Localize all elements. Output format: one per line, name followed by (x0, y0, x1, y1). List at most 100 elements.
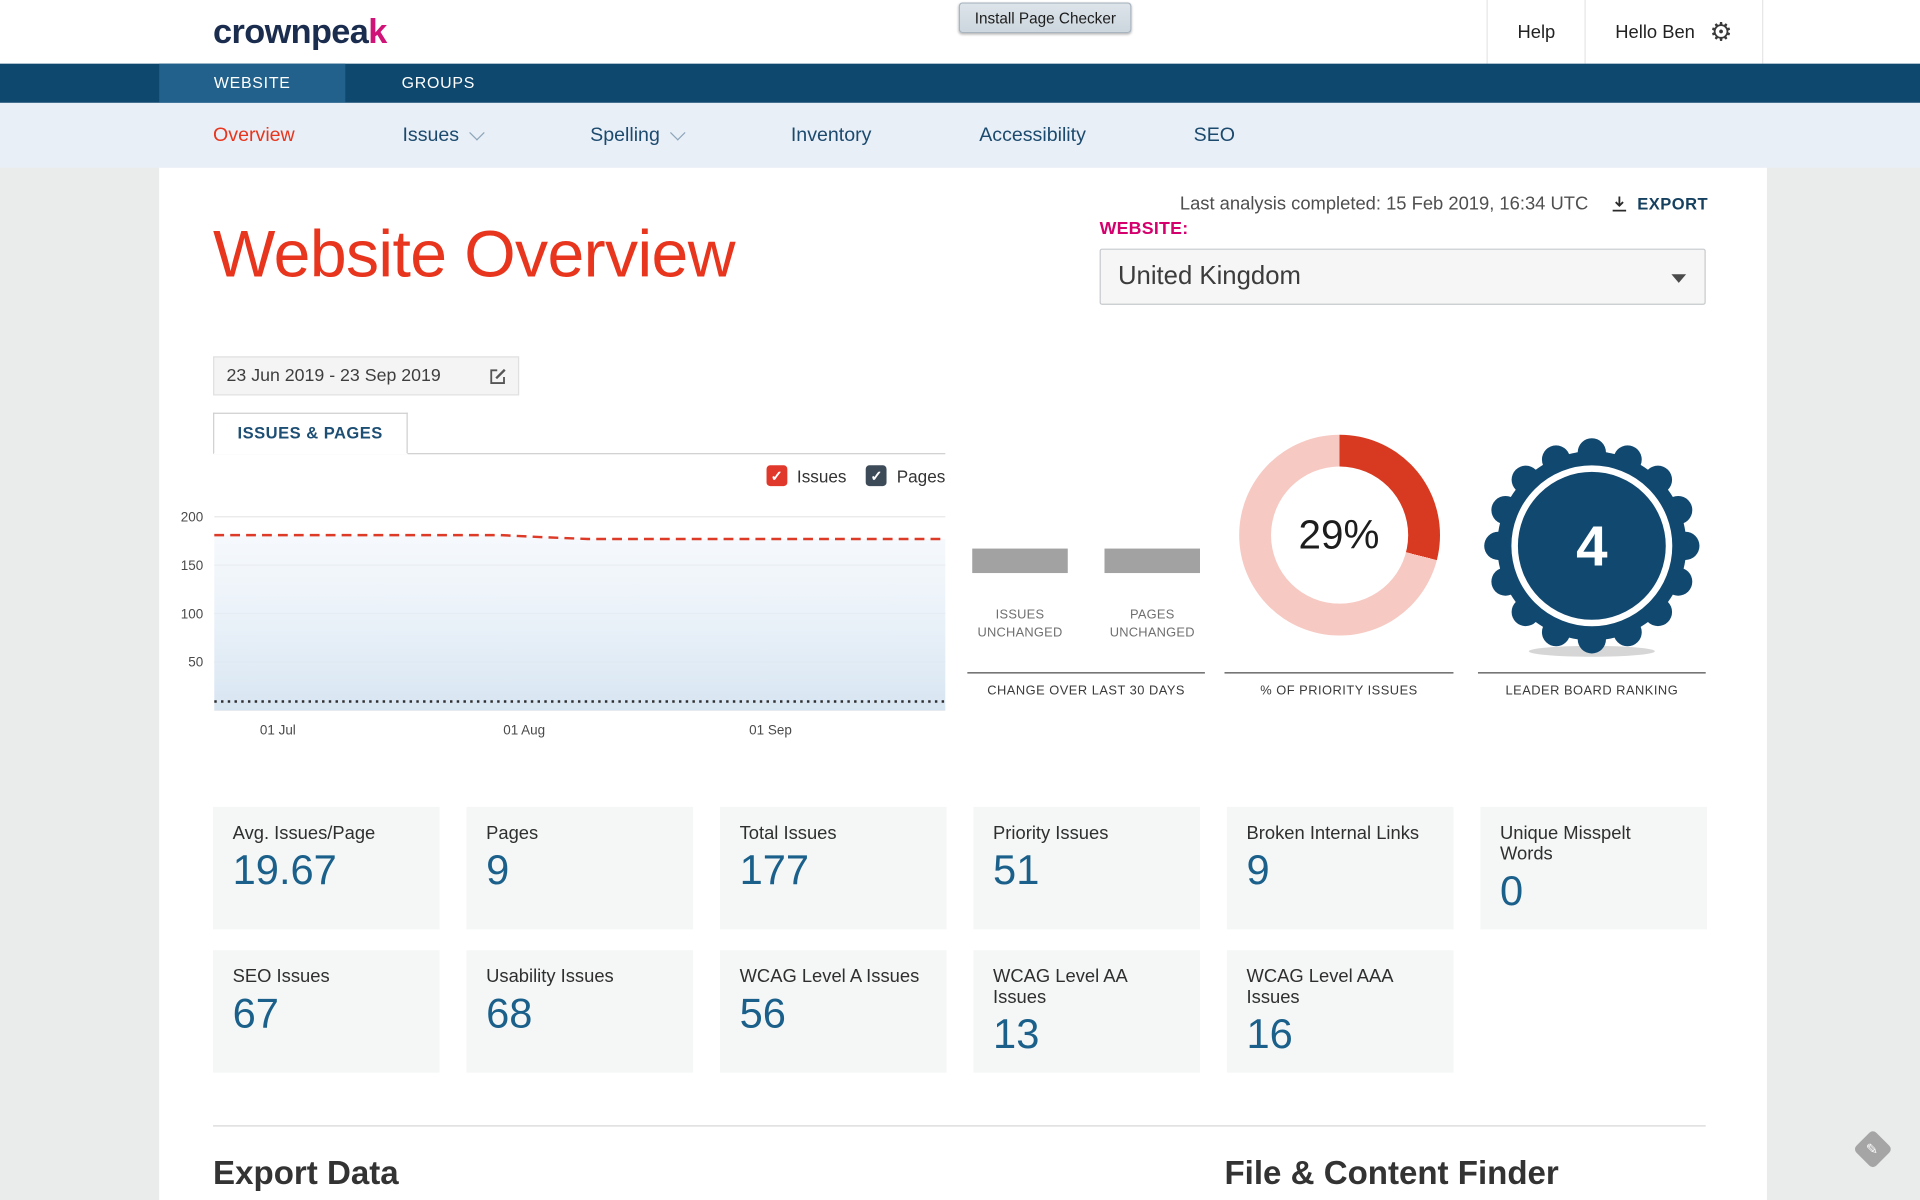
stat-card: WCAG Level AAA Issues 16 (1226, 950, 1454, 1073)
stat-value: 177 (739, 847, 810, 894)
settings-gear-icon[interactable] (1710, 17, 1733, 48)
leaderboard-panel: 4 LEADER BOARD RANKING (1477, 435, 1706, 701)
stat-value: 56 (739, 990, 786, 1038)
stats-grid: Avg. Issues/Page 19.67 Pages 9 Total Iss… (213, 806, 1707, 1073)
subnav-item-spelling[interactable]: Spelling (590, 124, 686, 146)
nav-tab-website[interactable]: WEBSITE (159, 63, 346, 103)
svg-text:100: 100 (181, 606, 203, 621)
pages-unchanged-label: PAGES UNCHANGED (1109, 607, 1195, 641)
website-select-value: United Kingdom (1117, 262, 1301, 291)
stat-value: 16 (1246, 1011, 1293, 1058)
change-bars (967, 548, 1205, 574)
analysis-meta: Last analysis completed: 15 Feb 2019, 16… (1180, 193, 1708, 214)
svg-text:01 Jul: 01 Jul (260, 723, 296, 738)
website-select[interactable]: United Kingdom (1099, 248, 1706, 305)
stat-card: WCAG Level AA Issues 13 (973, 950, 1200, 1073)
donut-panel-footer: % OF PRIORITY ISSUES (1224, 672, 1454, 698)
help-link[interactable]: Help (1486, 0, 1585, 64)
change-bar-labels: ISSUES UNCHANGED PAGES UNCHANGED (967, 606, 1205, 643)
issues-pages-trend-chart: 50 100 150 200 01 Jul 01 Aug 01 Sep (181, 510, 946, 738)
stat-value: 9 (486, 847, 510, 894)
donut-value: 29% (1298, 511, 1380, 558)
stat-value: 9 (1246, 847, 1270, 894)
subnav-label: SEO (1193, 124, 1236, 146)
stat-label: WCAG Level AA Issues (993, 966, 1127, 1008)
subnav-item-accessibility[interactable]: Accessibility (979, 124, 1086, 146)
stat-card: Broken Internal Links 9 (1226, 806, 1454, 930)
download-icon (1612, 196, 1627, 212)
file-content-finder-title: File & Content Finder (1224, 1154, 1559, 1192)
issues-checkbox-icon[interactable] (766, 465, 788, 487)
stat-card: SEO Issues 67 (213, 950, 440, 1073)
export-data-title: Export Data (213, 1154, 399, 1192)
donut-hole: 29% (1270, 466, 1408, 604)
stat-label: Unique Misspelt Words (1500, 822, 1631, 865)
user-menu[interactable]: Hello Ben (1584, 0, 1764, 64)
stat-label: SEO Issues (232, 966, 330, 987)
stat-label: WCAG Level A Issues (739, 966, 920, 987)
date-range-value: 23 Jun 2019 - 23 Sep 2019 (226, 366, 441, 386)
install-page-checker-button[interactable]: Install Page Checker (958, 2, 1132, 34)
stat-label: Priority Issues (993, 822, 1109, 844)
priority-donut: 29% (1238, 434, 1440, 636)
legend-item-issues[interactable]: Issues (766, 465, 846, 487)
subnav-label: Issues (402, 124, 460, 146)
subnav-item-seo[interactable]: SEO (1194, 124, 1235, 146)
last-analysis-text: Last analysis completed: 15 Feb 2019, 16… (1179, 193, 1589, 215)
issues-unchanged-bar (972, 548, 1068, 574)
issues-pages-tab[interactable]: ISSUES & PAGES (213, 412, 408, 455)
edit-icon[interactable] (487, 366, 508, 387)
stat-card: Unique Misspelt Words 0 (1480, 806, 1707, 930)
secondary-nav: Overview Issues Spelling Inventory Acces… (0, 102, 1920, 168)
stat-value: 51 (993, 847, 1040, 894)
chart-tab-row: ISSUES & PAGES (213, 412, 946, 455)
svg-text:50: 50 (188, 655, 203, 670)
user-greeting: Hello Ben (1615, 21, 1695, 43)
chart-legend: Issues Pages (213, 465, 946, 487)
subnav-label: Accessibility (979, 124, 1086, 146)
stat-value: 68 (486, 990, 533, 1038)
date-range-field[interactable]: 23 Jun 2019 - 23 Sep 2019 (213, 356, 520, 396)
legend-label-pages: Pages (896, 465, 946, 486)
primary-nav: WEBSITE GROUPS (0, 63, 1920, 103)
main-content: Last analysis completed: 15 Feb 2019, 16… (159, 167, 1767, 1200)
header-logo: crownpea k (213, 0, 387, 64)
stat-card: Total Issues 177 (720, 806, 947, 930)
stat-label: Total Issues (739, 822, 837, 844)
leaderboard-panel-footer: LEADER BOARD RANKING (1477, 672, 1706, 698)
subnav-item-inventory[interactable]: Inventory (791, 124, 872, 146)
select-caret-icon (1671, 274, 1687, 283)
help-label: Help (1517, 21, 1556, 43)
legend-item-pages[interactable]: Pages (866, 465, 946, 487)
stat-label: Pages (486, 822, 539, 844)
change-panel: ISSUES UNCHANGED PAGES UNCHANGED CHANGE … (967, 435, 1205, 701)
change-panel-footer: CHANGE OVER LAST 30 DAYS (967, 672, 1205, 698)
nav-tab-groups[interactable]: GROUPS (401, 73, 476, 92)
stat-label: Avg. Issues/Page (232, 822, 376, 844)
stat-value: 13 (993, 1011, 1040, 1058)
change-caption: CHANGE OVER LAST 30 DAYS (987, 683, 1185, 698)
topbar-right: Help Hello Ben (1486, 0, 1764, 64)
stat-value: 19.67 (232, 847, 337, 894)
subnav-item-overview[interactable]: Overview (213, 124, 295, 146)
stat-label: WCAG Level AAA Issues (1246, 966, 1393, 1008)
feedback-widget[interactable] (1852, 1129, 1893, 1170)
stat-card: Usability Issues 68 (466, 950, 694, 1073)
logo-text: crownpea (213, 12, 369, 51)
pages-checkbox-icon[interactable] (866, 465, 887, 487)
subnav-label: Overview (213, 124, 295, 146)
stat-value: 67 (232, 990, 279, 1038)
subnav-label: Spelling (590, 124, 660, 146)
stat-card: Priority Issues 51 (973, 806, 1200, 930)
page-title: Website Overview (213, 217, 735, 292)
stat-card: Pages 9 (466, 806, 694, 930)
issues-unchanged-label: ISSUES UNCHANGED (977, 607, 1063, 641)
svg-text:200: 200 (181, 510, 203, 525)
export-button[interactable]: EXPORT (1610, 195, 1708, 213)
donut-caption: % OF PRIORITY ISSUES (1260, 683, 1418, 698)
website-label: WEBSITE: (1099, 219, 1189, 239)
svg-text:01 Aug: 01 Aug (503, 723, 545, 738)
subnav-item-issues[interactable]: Issues (402, 124, 485, 146)
pages-unchanged-bar (1104, 548, 1200, 574)
